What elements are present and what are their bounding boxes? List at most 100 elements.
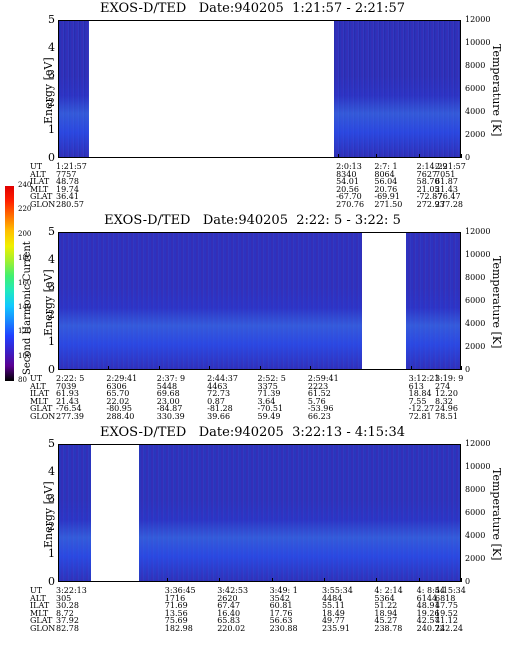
orbit-table-cell: -81.28: [207, 404, 233, 414]
y2-tick-label: 8000: [465, 61, 486, 70]
orbit-table-cell: 8064: [374, 169, 395, 179]
orbit-table-cell: 3:42:53: [217, 586, 249, 595]
orbit-table-cell: 42.57: [416, 616, 440, 626]
orbit-row-label: UT: [30, 586, 43, 595]
orbit-table-cell: 17.76: [269, 608, 293, 618]
y2-tick-label: 8000: [465, 273, 486, 282]
orbit-table-cell: -70.51: [257, 404, 284, 414]
colorbar-tick-label: 200: [18, 229, 32, 238]
y2-tick-label: 10000: [465, 38, 491, 47]
colorbar-tick-label: 160: [18, 278, 32, 287]
panel-title: EXOS-D/TED Date:940205 2:22: 5 - 3:22: 5: [104, 213, 401, 228]
y2-tick-label: 6000: [465, 296, 486, 305]
orbit-table-cell: 277.39: [56, 412, 84, 421]
orbit-table-cell: 2620: [217, 593, 238, 603]
spectrogram-data-segment: [59, 445, 92, 581]
orbit-table-cell: 238.78: [374, 624, 403, 633]
orbit-table-cell: 72.81: [408, 412, 432, 421]
orbit-row-label: UT: [30, 162, 43, 171]
orbit-row-label: GLON: [30, 412, 56, 421]
panel-title: EXOS-D/TED Date:940205 1:21:57 - 2:21:57: [100, 1, 405, 16]
orbit-table-cell: -76.54: [56, 404, 82, 414]
colorbar-tick-label: 100: [18, 351, 32, 360]
orbit-table-cell: 61.93: [56, 389, 79, 399]
colorbar-gradient: [5, 186, 14, 381]
orbit-table-cell: 71.39: [257, 389, 281, 399]
x-tick-mark: [418, 578, 420, 582]
orbit-table-cell: -12.27: [408, 404, 435, 414]
y2-axis-label: Temperature [K]: [490, 256, 503, 349]
orbit-table-cell: 2:14:29: [416, 162, 448, 171]
orbit-table-cell: 7627: [416, 169, 438, 179]
orbit-table-cell: 39.66: [207, 412, 231, 421]
y-tick-label: 3: [48, 68, 55, 82]
orbit-table-cell: 3:19: 9: [435, 374, 464, 383]
orbit-table-cell: 8.32: [435, 396, 453, 406]
orbit-table-cell: -67.70: [336, 192, 362, 202]
orbit-table-cell: 24.96: [435, 404, 458, 414]
orbit-table-cell: 7757: [56, 169, 77, 179]
orbit-table-cell: 1716: [164, 593, 186, 603]
orbit-table-cell: 82.78: [56, 624, 79, 633]
orbit-table-cell: 235.91: [321, 624, 350, 633]
y-tick-label: 1: [48, 547, 55, 561]
orbit-table-cell: 72.73: [207, 389, 231, 399]
orbit-table-cell: 59.49: [257, 412, 281, 421]
x-tick-mark: [410, 366, 412, 370]
y-tick-label: 4: [48, 40, 55, 54]
orbit-table-cell: 4:15:34: [435, 586, 466, 595]
y2-tick-label: 8000: [465, 485, 486, 494]
orbit-table-cell: 18.84: [408, 389, 432, 399]
orbit-row-label: MLT: [30, 608, 49, 618]
orbit-table-cell: 18.49: [321, 608, 345, 618]
colorbar-tick-label: 120: [18, 327, 32, 336]
x-tick-mark: [338, 154, 340, 158]
orbit-row-label: UT: [30, 374, 43, 383]
orbit-table-cell: 60.81: [269, 601, 293, 611]
y2-tick-label: 12000: [465, 227, 491, 236]
orbit-table-cell: 67.47: [217, 601, 241, 611]
orbit-table-cell: 45.27: [374, 616, 398, 626]
orbit-table-cell: 5.76: [307, 396, 326, 406]
x-tick-mark: [376, 154, 378, 158]
orbit-table-cell: -53.96: [307, 404, 334, 414]
orbit-table-cell: 3542: [269, 593, 290, 603]
orbit-table-cell: 230.88: [269, 624, 298, 633]
orbit-table-cell: 2223: [307, 381, 329, 391]
orbit-row-label: ILAT: [30, 601, 50, 611]
orbit-table-cell: 280.57: [56, 200, 84, 209]
orbit-table-cell: 69.68: [156, 389, 180, 399]
y-tick-label: 0: [48, 363, 55, 376]
spectrogram-plot: [58, 444, 461, 582]
x-tick-mark: [108, 366, 110, 370]
orbit-table-cell: 61.52: [307, 389, 331, 399]
orbit-table-cell: 7.55: [408, 396, 427, 406]
colorbar-tick-label: 180: [18, 254, 32, 263]
orbit-row-label: MLT: [30, 184, 49, 194]
orbit-table-cell: 4: 8:54: [416, 586, 445, 595]
orbit-row-label: GLON: [30, 200, 56, 209]
orbit-table-cell: 182.98: [164, 624, 193, 633]
y2-axis-label: Temperature [K]: [490, 468, 503, 561]
orbit-table-cell: 48.91: [416, 601, 440, 611]
orbit-table-cell: 61.87: [435, 177, 458, 187]
y2-tick-label: 4000: [465, 531, 486, 540]
orbit-table-cell: 2:0:13: [336, 162, 362, 171]
x-tick-mark: [209, 366, 211, 370]
orbit-table-cell: 65.83: [217, 616, 241, 626]
colorbar-tick-label: 140: [18, 302, 32, 311]
orbit-row-label: GLAT: [30, 192, 53, 202]
orbit-row-label: ILAT: [30, 389, 50, 399]
y-tick-label: 4: [48, 252, 55, 266]
y2-tick-label: 10000: [465, 250, 491, 259]
orbit-table-cell: -76.47: [435, 192, 461, 202]
orbit-table-cell: 71.69: [164, 601, 188, 611]
orbit-table-cell: 305: [56, 593, 72, 603]
orbit-table-cell: 2:52: 5: [257, 374, 286, 383]
orbit-table-cell: 3.64: [257, 396, 276, 406]
orbit-table-cell: 6306: [106, 381, 127, 391]
y2-tick-label: 2000: [465, 342, 486, 351]
x-tick-mark: [58, 154, 59, 158]
panel-title: EXOS-D/TED Date:940205 3:22:13 - 4:15:34: [100, 425, 405, 440]
x-tick-mark: [461, 154, 462, 158]
